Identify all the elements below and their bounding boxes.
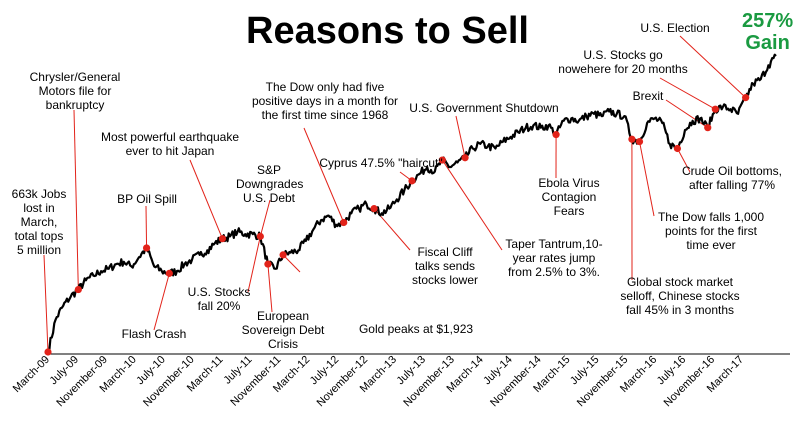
callout-line-13 [455, 115, 466, 158]
event-marker-2 [142, 244, 151, 252]
event-marker-3 [165, 269, 173, 277]
callout-line-5 [247, 236, 261, 293]
event-marker-9 [370, 205, 378, 213]
gain-label: 257% Gain [742, 10, 794, 54]
callout-line-16 [639, 141, 655, 217]
annotation-japan-earthquake: Most powerful earthquake ever to hit Jap… [100, 130, 240, 158]
event-marker-7 [279, 251, 287, 259]
event-marker-13 [552, 131, 560, 139]
callout-line-8 [282, 254, 301, 273]
event-marker-6 [264, 260, 272, 268]
annotation-stocks-fall-20: U.S. Stocks fall 20% [187, 285, 251, 313]
annotation-ebola: Ebola Virus Contagion Fears [538, 176, 600, 218]
event-marker-17 [704, 124, 712, 132]
callout-line-19 [659, 77, 716, 110]
annotation-brexit: Brexit [632, 89, 664, 103]
callout-line-20 [679, 35, 747, 98]
callout-line-4 [189, 159, 223, 239]
annotation-bp-oil-spill: BP Oil Spill [117, 192, 177, 206]
event-marker-12 [461, 154, 469, 162]
callout-line-2 [145, 205, 148, 248]
callout-line-0 [43, 254, 49, 353]
annotation-dow-five-days: The Dow only had five positive days in a… [251, 80, 399, 122]
annotation-global-selloff: Global stock market selloff, Chinese sto… [620, 275, 740, 317]
annotation-taper-tantrum: Taper Tantrum,10- year rates jump from 2… [505, 237, 603, 279]
event-marker-11 [438, 156, 446, 164]
event-marker-1 [74, 285, 82, 294]
event-marker-5 [256, 232, 264, 240]
callout-line-3 [153, 273, 170, 331]
callout-line-6 [259, 199, 271, 237]
annotation-dow-falls-1000: The Dow falls 1,000 points for the first… [657, 210, 765, 252]
callout-line-17 [676, 148, 691, 173]
annotation-gold-peak: Gold peaks at $1,923 [358, 322, 474, 336]
annotation-crude-oil-bottom: Crude Oil bottoms, after falling 77% [681, 164, 783, 192]
event-marker-19 [742, 94, 750, 102]
chart-title: Reasons to Sell [246, 10, 529, 52]
annotation-fiscal-cliff: Fiscal Cliff talks sends stocks lower [411, 245, 479, 287]
annotation-jobs-lost: 663k Jobs lost in March, total tops 5 mi… [11, 187, 67, 257]
callout-line-7 [267, 264, 273, 313]
event-marker-15 [635, 137, 644, 146]
annotation-gm-bankruptcy: Chrysler/General Motors file for bankrup… [29, 70, 121, 112]
annotation-stocks-nowhere: U.S. Stocks go nowehere for 20 months [558, 48, 688, 76]
callout-line-18 [665, 99, 709, 129]
event-marker-16 [673, 144, 682, 153]
event-marker-10 [408, 177, 416, 185]
annotation-sp-downgrade: S&P Downgrades U.S. Debt [236, 163, 304, 205]
event-marker-18 [711, 105, 719, 113]
event-marker-4 [218, 235, 227, 243]
x-tick-label: March-09 [11, 354, 52, 395]
annotation-us-election: U.S. Election [640, 21, 710, 35]
annotation-flash-crash: Flash Crash [121, 327, 187, 341]
event-marker-14 [628, 135, 636, 143]
annotation-government-shutdown: U.S. Government Shutdown [409, 101, 559, 115]
event-marker-8 [340, 218, 348, 227]
annotation-cyprus: Cyprus 47.5% "haircut" [319, 156, 443, 170]
event-marker-0 [44, 348, 52, 356]
callout-line-12 [441, 159, 503, 251]
annotation-european-debt: European Sovereign Debt Crisis [241, 309, 325, 351]
callout-line-1 [73, 109, 79, 290]
callout-line-9 [303, 127, 345, 223]
